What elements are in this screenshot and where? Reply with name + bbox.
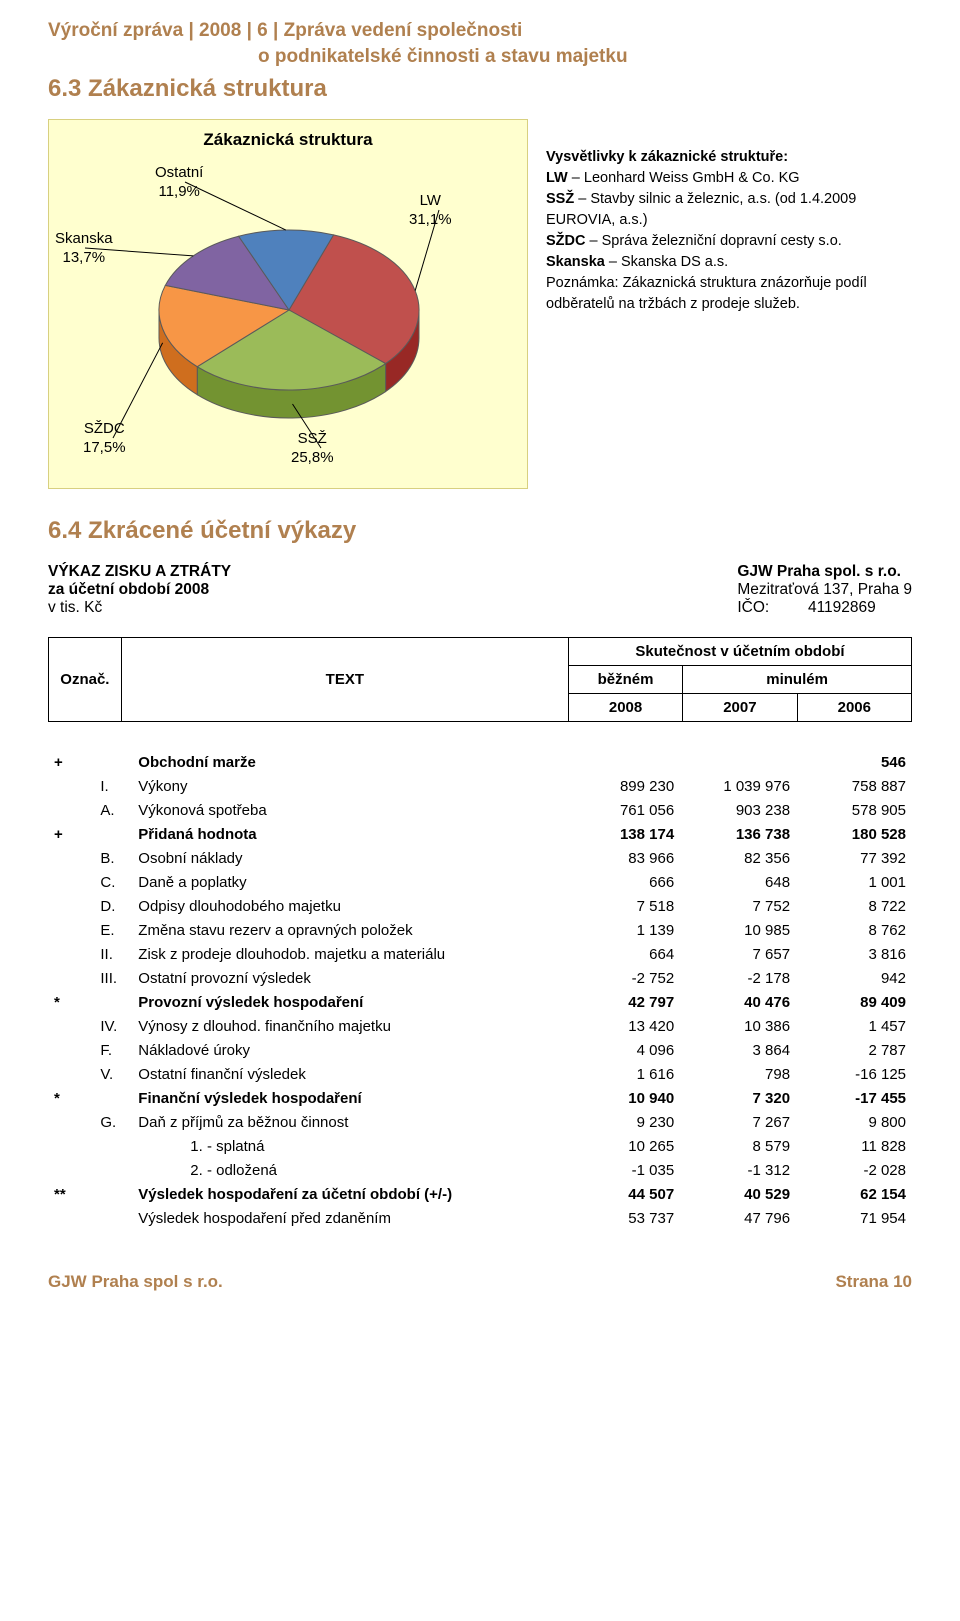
table-row: 2. - odložená-1 035-1 312-2 028 — [48, 1158, 912, 1182]
table-row: E.Změna stavu rezerv a opravných položek… — [48, 918, 912, 942]
statement-title: VÝKAZ ZISKU A ZTRÁTY — [48, 563, 231, 581]
footer-company: GJW Praha spol s r.o. — [48, 1272, 223, 1292]
table-row: F.Nákladové úroky4 0963 8642 787 — [48, 1038, 912, 1062]
pie-label-lw: LW31,1% — [409, 192, 452, 230]
table-row: B.Osobní náklady83 96682 35677 392 — [48, 846, 912, 870]
chart-and-legend: Zákaznická struktura LW31,1% SSŽ25,8% SŽDC… — [48, 119, 912, 489]
table-row: +Obchodní marže546 — [48, 750, 912, 774]
statement-unit: v tis. Kč — [48, 599, 231, 617]
statement-head-left: VÝKAZ ZISKU A ZTRÁTY za účetní období 20… — [48, 563, 231, 617]
th-oznac: Označ. — [49, 638, 122, 722]
header-line1: Výroční zpráva | 2008 | 6 | Zpráva veden… — [48, 18, 912, 44]
table-row: *Provozní výsledek hospodaření42 79740 4… — [48, 990, 912, 1014]
statement-head-right: GJW Praha spol. s r.o. Mezitraťová 137, … — [737, 563, 912, 617]
pie-chart-box: Zákaznická struktura LW31,1% SSŽ25,8% SŽDC… — [48, 119, 528, 489]
legend-box: Vysvětlivky k zákaznické struktuře: LW –… — [546, 119, 912, 489]
table-row: I.Výkony899 2301 039 976758 887 — [48, 774, 912, 798]
th-period: Skutečnost v účetním období — [568, 638, 911, 666]
th-2007: 2007 — [683, 694, 797, 722]
company-address: Mezitraťová 137, Praha 9 — [737, 581, 912, 599]
section-6-3-title: 6.3 Zákaznická struktura — [48, 75, 912, 103]
table-row: G.Daň z příjmů za běžnou činnost9 2307 2… — [48, 1110, 912, 1134]
table-row: +Přidaná hodnota138 174136 738180 528 — [48, 822, 912, 846]
pie-label-ostatní: Ostatní11,9% — [155, 164, 203, 202]
th-minule: minulém — [683, 666, 912, 694]
company-name: GJW Praha spol. s r.o. — [737, 563, 912, 581]
th-bezne: běžném — [568, 666, 682, 694]
pie-chart-area: LW31,1% SSŽ25,8% SŽDC17,5% Skanska13,7% Osta… — [49, 160, 527, 480]
th-2006: 2006 — [797, 694, 911, 722]
legend-ssz: Stavby silnic a železnic, a.s. (od 1.4.2… — [546, 191, 856, 228]
pie-label-skanska: Skanska13,7% — [55, 230, 113, 268]
pie-label-ssž: SSŽ25,8% — [291, 430, 334, 468]
table-row: Výsledek hospodaření před zdaněním53 737… — [48, 1206, 912, 1230]
table-row: III.Ostatní provozní výsledek-2 752-2 17… — [48, 966, 912, 990]
footer-page: Strana 10 — [835, 1272, 912, 1292]
th-text: TEXT — [121, 638, 568, 722]
table-row: *Finanční výsledek hospodaření10 9407 32… — [48, 1086, 912, 1110]
income-statement-table: +Obchodní marže546I.Výkony899 2301 039 9… — [48, 750, 912, 1230]
table-header: Označ. TEXT Skutečnost v účetním období … — [48, 637, 912, 722]
table-row: IV.Výnosy z dlouhod. finančního majetku1… — [48, 1014, 912, 1038]
pie-label-sždc: SŽDC17,5% — [83, 420, 126, 458]
statement-head: VÝKAZ ZISKU A ZTRÁTY za účetní období 20… — [48, 563, 912, 617]
table-row: II.Zisk z prodeje dlouhodob. majetku a m… — [48, 942, 912, 966]
table-row: **Výsledek hospodaření za účetní období … — [48, 1182, 912, 1206]
legend-note: Poznámka: Zákaznická struktura znázorňuj… — [546, 273, 912, 315]
table-row: V.Ostatní finanční výsledek1 616798-16 1… — [48, 1062, 912, 1086]
statement-period: za účetní období 2008 — [48, 581, 231, 599]
section-6-4-title: 6.4 Zkrácené účetní výkazy — [48, 517, 912, 545]
table-row: D.Odpisy dlouhodobého majetku7 5187 7528… — [48, 894, 912, 918]
table-row: 1. - splatná10 2658 57911 828 — [48, 1134, 912, 1158]
header-line2: o podnikatelské činnosti a stavu majetku — [48, 44, 912, 70]
company-ico: IČO: 41192869 — [737, 599, 912, 617]
table-row: C.Daně a poplatky6666481 001 — [48, 870, 912, 894]
legend-title: Vysvětlivky k zákaznické struktuře: — [546, 149, 788, 165]
page-footer: GJW Praha spol s r.o. Strana 10 — [48, 1272, 912, 1292]
pie-chart-title: Zákaznická struktura — [49, 120, 527, 150]
legend-szdc: Správa železniční dopravní cesty s.o. — [602, 233, 842, 249]
legend-skanska: Skanska DS a.s. — [621, 254, 728, 270]
th-2008: 2008 — [568, 694, 682, 722]
page-header: Výroční zpráva | 2008 | 6 | Zpráva veden… — [48, 18, 912, 69]
legend-lw: Leonhard Weiss GmbH & Co. KG — [584, 170, 800, 186]
table-row: A.Výkonová spotřeba761 056903 238578 905 — [48, 798, 912, 822]
